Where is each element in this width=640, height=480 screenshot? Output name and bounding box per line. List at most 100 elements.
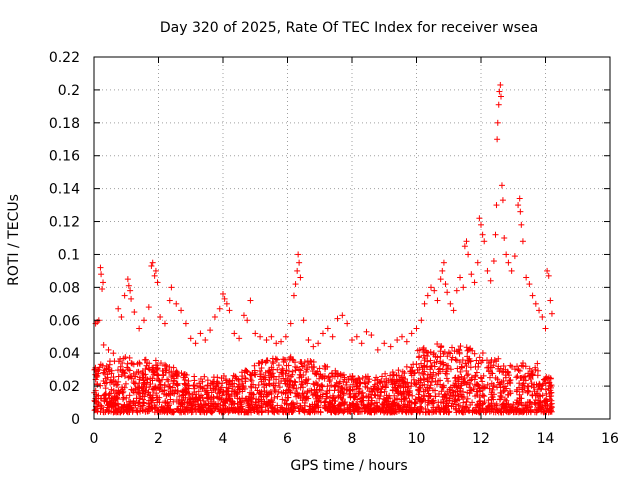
data-point [469, 399, 476, 406]
data-point [294, 267, 301, 274]
data-point [251, 362, 258, 369]
data-point [359, 397, 366, 404]
data-point [335, 402, 342, 409]
data-point [263, 357, 270, 364]
data-point [94, 372, 101, 379]
data-point [479, 231, 486, 238]
data-point [459, 364, 466, 371]
data-point [306, 409, 313, 416]
y-tick-label: 0.04 [49, 346, 80, 362]
data-point [391, 380, 398, 387]
data-point [515, 202, 522, 209]
data-point [480, 383, 487, 390]
data-point [372, 408, 379, 415]
data-point [295, 391, 302, 398]
data-point [246, 393, 253, 400]
data-point [321, 399, 328, 406]
data-point [468, 386, 475, 393]
y-tick-label: 0.14 [49, 182, 80, 198]
data-point [382, 396, 389, 403]
data-point [441, 393, 448, 400]
data-point [507, 390, 514, 397]
data-point [174, 405, 181, 412]
data-point [339, 396, 346, 403]
data-point [299, 363, 306, 370]
data-point [124, 364, 131, 371]
data-point [287, 389, 294, 396]
data-point [147, 397, 154, 404]
data-point [392, 387, 399, 394]
data-point [410, 376, 417, 383]
data-point [152, 267, 159, 274]
data-point [464, 389, 471, 396]
data-point [254, 408, 261, 415]
data-point [463, 238, 470, 245]
data-point [498, 182, 505, 189]
data-point [378, 389, 385, 396]
data-point [428, 362, 435, 369]
data-point [442, 281, 449, 288]
data-point [531, 388, 538, 395]
data-point [183, 406, 190, 413]
data-point [223, 387, 230, 394]
data-point [274, 402, 281, 409]
data-point [448, 403, 455, 410]
data-point [140, 371, 147, 378]
data-point [290, 401, 297, 408]
data-point [105, 346, 112, 353]
data-point [107, 376, 114, 383]
y-tick-label: 0.2 [58, 83, 80, 99]
data-point [532, 300, 539, 307]
data-point [358, 340, 365, 347]
data-point [300, 384, 307, 391]
data-point [490, 258, 497, 265]
data-point [223, 395, 230, 402]
data-point [472, 363, 479, 370]
y-tick-label: 0.06 [49, 313, 80, 329]
data-point [480, 400, 487, 407]
data-point [317, 383, 324, 390]
data-point [413, 325, 420, 332]
data-point [287, 353, 294, 360]
data-point [220, 290, 226, 297]
data-point [547, 401, 554, 408]
data-point [287, 320, 294, 327]
data-point [433, 408, 440, 415]
data-point [437, 399, 444, 406]
data-point [427, 357, 434, 364]
data-point [369, 388, 376, 395]
data-point [455, 393, 462, 400]
data-point [183, 389, 190, 396]
data-point [351, 394, 358, 401]
data-point [460, 380, 467, 387]
data-point [121, 384, 128, 391]
data-point [177, 407, 184, 414]
data-point [244, 317, 251, 324]
data-point [144, 359, 151, 366]
data-point [152, 384, 159, 391]
data-point [416, 347, 423, 354]
data-point [344, 320, 351, 327]
data-point [534, 391, 541, 398]
data-point [171, 390, 178, 397]
data-point [373, 385, 380, 392]
data-point [309, 401, 316, 408]
data-point [408, 330, 415, 337]
data-point [131, 380, 138, 387]
data-point [125, 374, 132, 381]
data-point [478, 359, 485, 366]
data-point [238, 369, 245, 376]
data-point [293, 400, 300, 407]
data-point [127, 406, 134, 413]
data-point [124, 276, 131, 283]
data-point [516, 391, 523, 398]
data-point [106, 379, 113, 386]
data-point [130, 379, 137, 386]
data-point [306, 387, 313, 394]
data-point [488, 400, 495, 407]
data-point [148, 262, 155, 269]
data-point [243, 409, 250, 416]
data-point [289, 381, 296, 388]
data-point [409, 392, 416, 399]
data-point [165, 378, 172, 385]
